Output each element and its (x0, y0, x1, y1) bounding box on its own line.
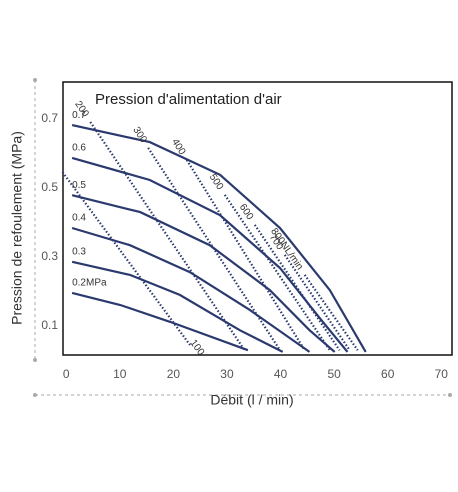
chart-title: Pression d'alimentation d'air (95, 91, 282, 108)
y-tick-label: 0.3 (41, 249, 58, 263)
pressure-curve (71, 124, 367, 353)
axis-end (33, 358, 37, 362)
pressure-curve (71, 226, 311, 353)
air-consumption-line (89, 121, 246, 351)
series-label: 500 (207, 172, 226, 192)
pressure-curve (71, 260, 284, 353)
x-tick-label: 30 (220, 367, 234, 381)
x-tick-label: 10 (113, 367, 127, 381)
series-label: 0.3 (72, 246, 86, 257)
pressure-curve (71, 194, 336, 353)
y-axis-label: Pression de refoulement (MPa) (9, 131, 25, 325)
series-label: 0.7 (72, 110, 86, 121)
x-tick-label: 50 (327, 367, 341, 381)
x-axis-label: Débit (l / min) (210, 392, 293, 408)
air-consumption-line (61, 171, 191, 346)
y-tick-label: 0.7 (41, 111, 58, 125)
y-tick-label: 0.5 (41, 180, 58, 194)
air-consumption-line (303, 274, 359, 351)
pressure-curve (71, 156, 349, 353)
pressure-curve (71, 291, 249, 352)
x-tick-label: 60 (381, 367, 395, 381)
series-label: 0.4 (72, 213, 86, 224)
air-consumption-line (253, 224, 341, 351)
axis-end (33, 78, 37, 82)
series-label: 0.2MPa (72, 278, 107, 289)
axis-end (448, 393, 452, 397)
x-tick-label: 0 (63, 367, 70, 381)
series-label: 400 (169, 137, 187, 157)
axis-end (33, 393, 37, 397)
y-tick-label: 0.1 (41, 318, 58, 332)
x-tick-label: 20 (167, 367, 181, 381)
air-consumption-line (223, 194, 331, 351)
series-label: 800NL/min (268, 226, 305, 272)
series-label: 0.6 (72, 143, 86, 154)
series-label: 0.5 (72, 180, 86, 191)
x-tick-label: 70 (435, 367, 449, 381)
air-consumption-line (185, 159, 306, 351)
x-tick-label: 40 (274, 367, 288, 381)
plot-frame (62, 81, 453, 356)
